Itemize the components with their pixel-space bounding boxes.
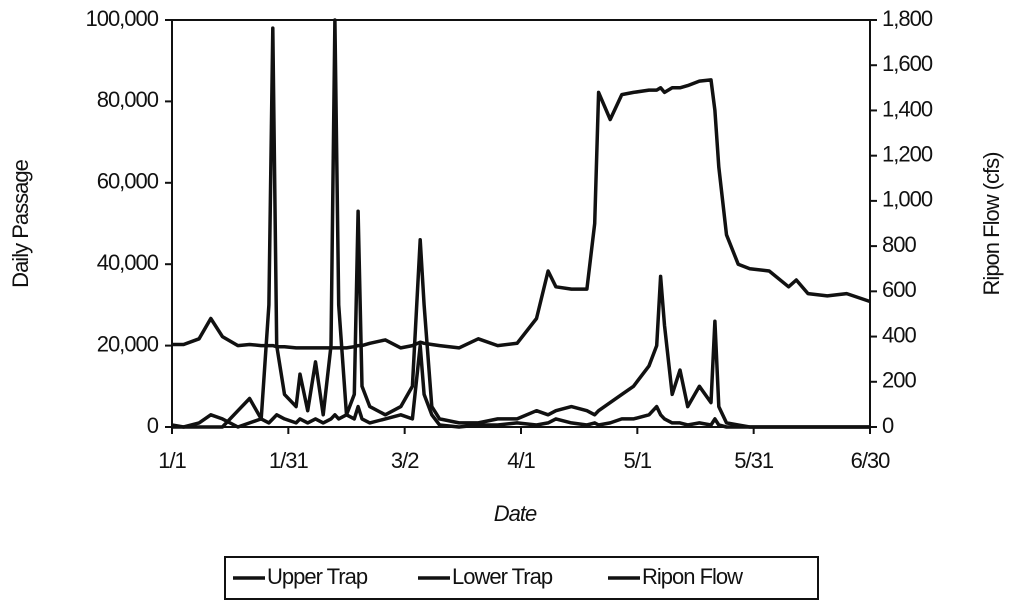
legend-box [224, 556, 819, 600]
x-tick-label: 4/1 [507, 448, 535, 473]
y2-tick-label: 400 [882, 322, 916, 347]
y2-tick-label: 1,200 [882, 141, 933, 166]
x-tick-label: 1/31 [269, 448, 309, 473]
legend-label: Ripon Flow [642, 564, 743, 589]
y-tick-label: 100,000 [85, 6, 158, 31]
y2-tick-label: 800 [882, 232, 916, 257]
y2-tick-label: 1,400 [882, 96, 933, 121]
y2-tick-label: 1,000 [882, 187, 933, 212]
y-tick-label: 60,000 [97, 169, 159, 194]
y2-tick-label: 600 [882, 277, 916, 302]
x-tick-label: 5/1 [624, 448, 652, 473]
legend-label: Upper Trap [267, 564, 368, 589]
y2-tick-label: 1,800 [882, 6, 933, 31]
x-tick-label: 1/1 [158, 448, 186, 473]
legend-label: Lower Trap [452, 564, 553, 589]
y-tick-label: 0 [147, 413, 159, 438]
y-tick-label: 20,000 [97, 331, 159, 356]
y2-tick-label: 0 [882, 413, 894, 438]
x-tick-label: 6/30 [851, 448, 891, 473]
x-tick-label: 5/31 [734, 448, 774, 473]
y2-tick-label: 1,600 [882, 51, 933, 76]
data-line [171, 18, 870, 429]
x-axis-label: Date [494, 501, 537, 526]
x-tick-label: 3/2 [391, 448, 419, 473]
y2-axis-label: Ripon Flow (cfs) [979, 153, 1004, 296]
data-line [172, 209, 870, 429]
y-tick-label: 40,000 [97, 250, 159, 275]
y-tick-label: 80,000 [97, 87, 159, 112]
data-line [172, 78, 871, 350]
y2-tick-label: 200 [882, 368, 916, 393]
y-axis-label: Daily Passage [8, 159, 33, 287]
